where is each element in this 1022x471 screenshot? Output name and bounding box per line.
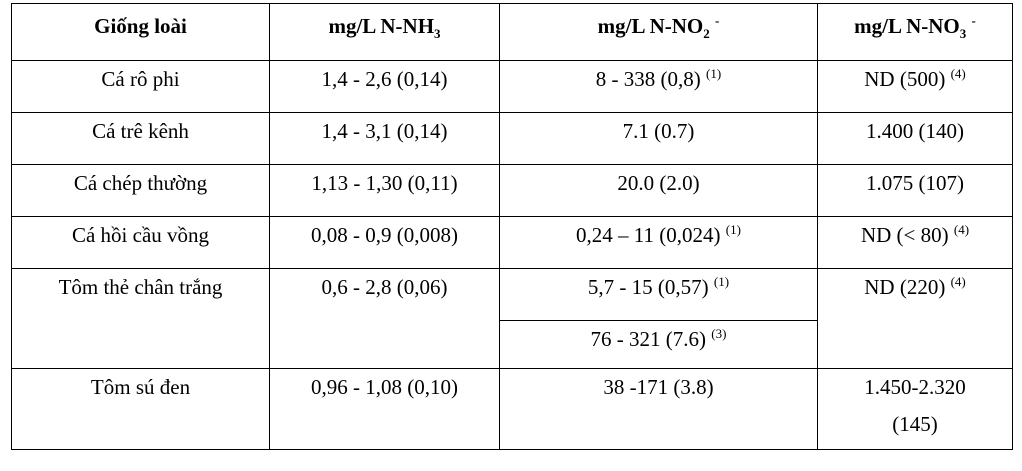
table-row: Tôm sú đen 0,96 - 1,08 (0,10) 38 -171 (3… [11,368,1013,450]
footnote-ref: (4) [950,66,966,81]
no2-cell: 38 -171 (3.8) [499,368,818,450]
header-no2: mg/L N-NO2 - [499,3,818,61]
no3-cell: ND (500) (4) [817,60,1013,113]
toxicity-table: Giống loài mg/L N-NH3 mg/L N-NO2 - mg/L … [11,3,1013,450]
no2-cell: 5,7 - 15 (0,57) (1) [499,268,818,321]
table-row: Cá trê kênh 1,4 - 3,1 (0,14) 7.1 (0.7) 1… [11,112,1013,165]
no3-cell: 1.075 (107) [817,164,1013,217]
no3-cell: 1.450-2.320 (145) [817,368,1013,450]
table-row: 76 - 321 (7.6) (3) [12,320,1013,369]
nh3-cell: 0,08 - 0,9 (0,008) [269,216,500,269]
nh3-cell: 1,13 - 1,30 (0,11) [269,164,500,217]
footnote-ref: (4) [953,222,970,237]
nh3-cell: 0,96 - 1,08 (0,10) [269,368,500,450]
no3-cell: ND (< 80) (4) [817,216,1013,269]
species-cell: Cá rô phi [11,60,270,113]
no2-cell: 8 - 338 (0,8) (1) [499,60,818,113]
no2-cell: 0,24 – 11 (0,024) (1) [499,216,818,269]
no3-cell: ND (220) (4) [817,268,1013,369]
footnote-ref: (3) [711,326,727,341]
species-cell: Tôm sú đen [11,368,270,450]
no2-cell: 7.1 (0.7) [499,112,818,165]
no3-cell: 1.400 (140) [817,112,1013,165]
header-nh3: mg/L N-NH3 [269,3,500,61]
header-no3: mg/L N-NO3 - [817,3,1013,61]
table-row: Cá chép thường 1,13 - 1,30 (0,11) 20.0 (… [11,164,1013,217]
footnote-ref: (4) [950,274,966,289]
footnote-ref: (1) [713,274,730,289]
table-row: Cá hồi cầu vồng 0,08 - 0,9 (0,008) 0,24 … [11,216,1013,269]
header-row: Giống loài mg/L N-NH3 mg/L N-NO2 - mg/L … [11,3,1013,61]
species-cell: Cá hồi cầu vồng [11,216,270,269]
no2-cell: 76 - 321 (7.6) (3) [499,320,818,369]
species-cell: Cá trê kênh [11,112,270,165]
nh3-cell: 1,4 - 3,1 (0,14) [269,112,500,165]
species-cell: Cá chép thường [11,164,270,217]
header-species: Giống loài [11,3,270,61]
species-cell: Tôm thẻ chân trắng [11,268,270,369]
table-row: Tôm thẻ chân trắng 0,6 - 2,8 (0,06) 5,7 … [11,268,1013,369]
no2-cell: 20.0 (2.0) [499,164,818,217]
table-row: Cá rô phi 1,4 - 2,6 (0,14) 8 - 338 (0,8)… [11,60,1013,113]
footnote-ref: (1) [706,66,722,81]
nh3-cell: 0,6 - 2,8 (0,06) [269,268,500,369]
nh3-cell: 1,4 - 2,6 (0,14) [269,60,500,113]
footnote-ref: (1) [725,222,741,237]
